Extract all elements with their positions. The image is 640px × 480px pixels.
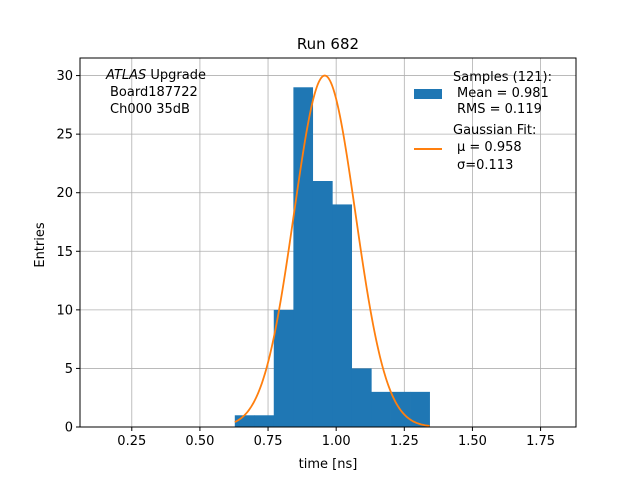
plot-frame	[79, 57, 577, 428]
legend-fit-line-3: σ=0.113	[457, 158, 513, 173]
x-tick-label: 1.75	[526, 434, 555, 449]
x-axis-ticks: 0.25 0.50 0.75 1.00 1.25 1.50 1.75	[117, 427, 555, 449]
annotation-atlas-italic: ATLAS	[105, 68, 146, 83]
annotation-line-2: Board187722	[110, 85, 198, 100]
histogram-bar	[410, 391, 430, 427]
annotation-upgrade: Upgrade	[146, 68, 206, 83]
x-tick-label: 0.25	[117, 434, 146, 449]
histogram-bar	[332, 204, 353, 427]
x-tick-label: 0.75	[254, 434, 283, 449]
annotation-line-3: Ch000 35dB	[110, 102, 190, 117]
y-tick-label: 15	[56, 245, 73, 260]
legend-hist-line-2: Mean = 0.981	[457, 86, 549, 101]
y-tick-label: 0	[65, 421, 73, 436]
histogram-bar	[273, 309, 294, 427]
histogram-bar	[293, 87, 314, 428]
y-tick-label: 30	[56, 69, 73, 84]
histogram-bar	[254, 415, 275, 427]
legend-hist-line-3: RMS = 0.119	[457, 102, 542, 117]
histogram-bar	[312, 181, 333, 427]
chart-title: Run 682	[297, 35, 359, 53]
y-tick-label: 10	[56, 303, 73, 318]
y-axis-label: Entries	[33, 222, 48, 268]
y-axis-ticks: 0 5 10 15 20 25 30	[56, 69, 80, 436]
annotation-line-1: ATLAS Upgrade	[105, 68, 206, 83]
legend-histogram-swatch	[414, 89, 442, 99]
atlas-annotation: ATLAS Upgrade Board187722 Ch000 35dB	[105, 68, 206, 117]
legend: Samples (121): Mean = 0.981 RMS = 0.119 …	[414, 70, 552, 173]
legend-hist-line-1: Samples (121):	[453, 70, 552, 85]
gaussian-fit-curve	[234, 74, 430, 427]
y-tick-label: 20	[56, 186, 73, 201]
legend-fit-line-1: Gaussian Fit:	[453, 123, 536, 138]
x-axis-label: time [ns]	[299, 457, 358, 472]
x-tick-label: 1.25	[390, 434, 419, 449]
histogram-bars	[234, 87, 430, 428]
histogram-bar	[371, 391, 391, 427]
histogram-bar	[234, 415, 255, 427]
legend-fit-line-2: μ = 0.958	[457, 140, 522, 155]
x-tick-label: 0.50	[185, 434, 214, 449]
x-tick-label: 1.00	[322, 434, 351, 449]
histogram-bar	[351, 368, 372, 427]
x-tick-label: 1.50	[458, 434, 487, 449]
y-tick-label: 25	[56, 128, 73, 143]
y-tick-label: 5	[65, 362, 73, 377]
